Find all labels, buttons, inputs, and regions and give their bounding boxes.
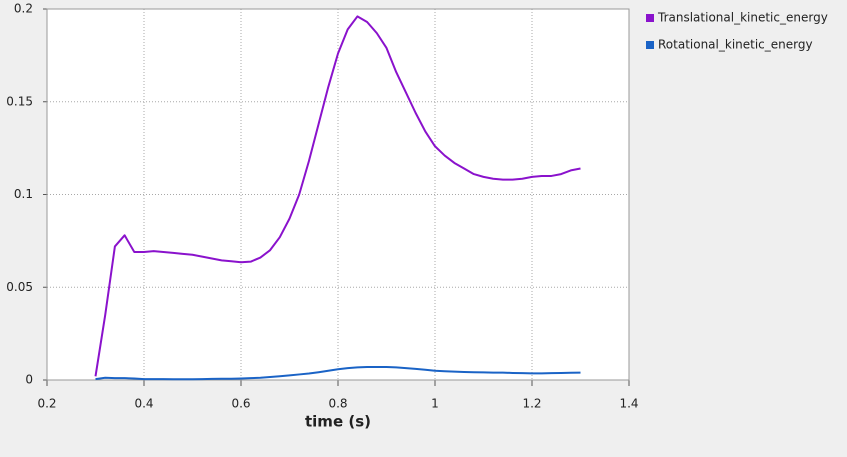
x-tick-label: 1.4 [619, 397, 638, 411]
y-tick-label: 0.15 [6, 94, 33, 108]
legend-label: Rotational_kinetic_energy [658, 38, 813, 52]
legend-swatch [646, 41, 654, 49]
y-tick-label: 0.1 [14, 187, 33, 201]
y-tick-label: 0.2 [14, 2, 33, 16]
plot-border [46, 8, 630, 381]
x-axis-label: time (s) [305, 413, 371, 431]
series-line [95, 366, 581, 381]
x-tick-label: 0.6 [231, 397, 250, 411]
x-tick-label: 1.2 [522, 397, 541, 411]
x-tick-label: 0.2 [37, 397, 56, 411]
x-tick-label: 1 [431, 397, 439, 411]
y-tick-label: 0.05 [6, 280, 33, 294]
y-tick-label: 0 [25, 373, 33, 387]
legend-swatch [646, 14, 654, 22]
x-tick-label: 0.4 [134, 397, 153, 411]
series-line [94, 15, 581, 377]
legend-label: Translational_kinetic_energy [657, 11, 828, 25]
x-tick-label: 0.8 [328, 397, 347, 411]
